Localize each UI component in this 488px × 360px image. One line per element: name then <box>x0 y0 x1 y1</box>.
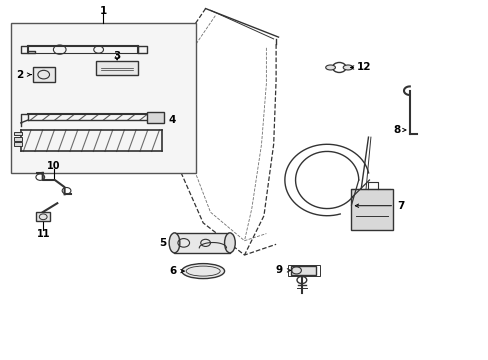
Text: 6: 6 <box>169 266 176 276</box>
Bar <box>96 61 137 75</box>
Bar <box>290 266 315 275</box>
Bar <box>14 132 22 135</box>
Bar <box>287 265 319 276</box>
Text: 3: 3 <box>113 51 121 61</box>
Ellipse shape <box>186 266 220 276</box>
Text: 12: 12 <box>356 63 370 72</box>
Bar <box>14 137 22 141</box>
Text: 11: 11 <box>37 229 50 239</box>
Ellipse shape <box>224 233 235 253</box>
Text: 7: 7 <box>397 201 404 211</box>
Bar <box>147 112 164 123</box>
Text: 2: 2 <box>16 69 23 80</box>
Text: 10: 10 <box>47 161 61 171</box>
Bar <box>11 23 196 173</box>
Bar <box>36 212 50 221</box>
Bar <box>174 233 229 253</box>
Text: 1: 1 <box>100 6 107 17</box>
Bar <box>14 143 22 146</box>
Ellipse shape <box>343 65 352 70</box>
Bar <box>33 67 55 82</box>
Bar <box>351 189 392 230</box>
Text: 8: 8 <box>393 125 400 135</box>
Ellipse shape <box>169 233 180 253</box>
Text: 9: 9 <box>275 265 283 275</box>
Text: 5: 5 <box>159 238 166 248</box>
Ellipse shape <box>325 65 335 70</box>
Ellipse shape <box>182 264 224 279</box>
Text: 4: 4 <box>168 115 176 125</box>
